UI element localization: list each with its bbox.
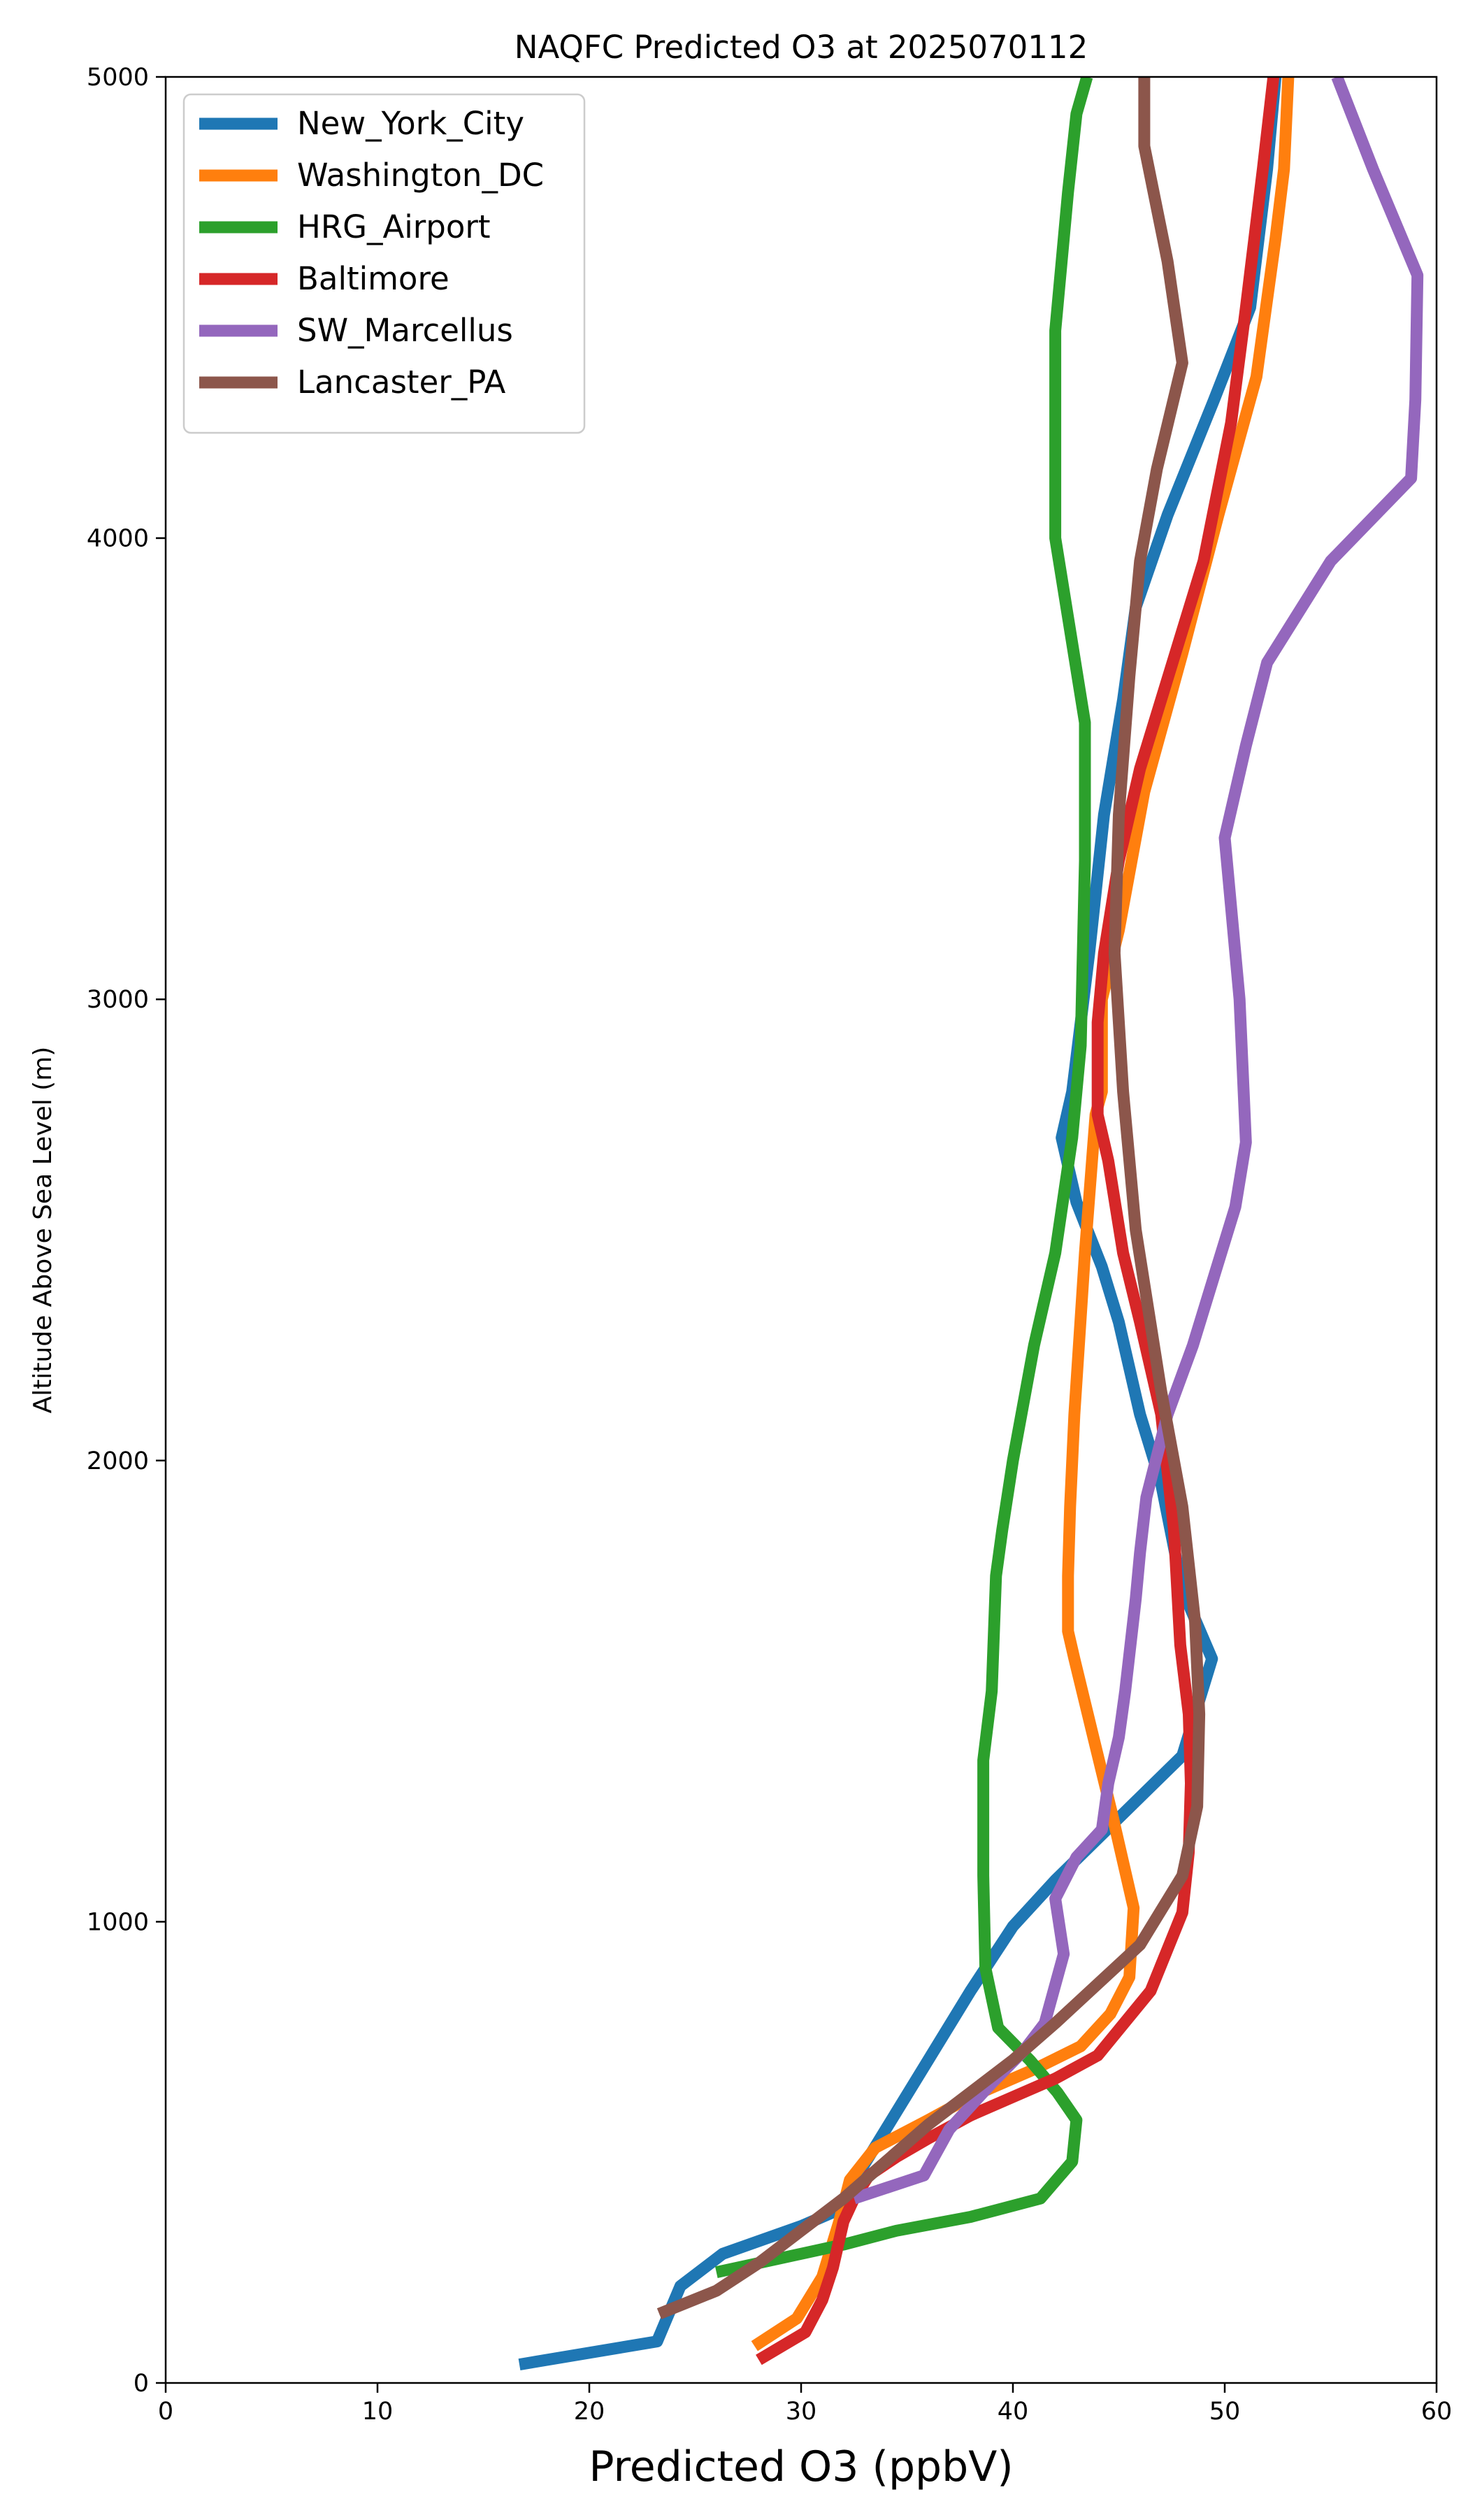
axes-layer: 0 10 20 30 40 50 60 0 1000 2000 3000 4000 5000 NAQFC … bbox=[29, 29, 1452, 2491]
x-axis-label: Predicted O3 (ppbV) bbox=[589, 2442, 1013, 2491]
y-tick-label: 0 bbox=[134, 2370, 149, 2398]
x-tick-label: 60 bbox=[1421, 2398, 1453, 2426]
x-tick-label: 30 bbox=[786, 2398, 817, 2426]
legend-box bbox=[182, 93, 586, 434]
y-tick-label: 1000 bbox=[87, 1908, 149, 1936]
legend-label-sw-marcellus: SW_Marcellus bbox=[297, 312, 513, 349]
series-layer bbox=[518, 77, 1424, 2370]
x-tick-label: 0 bbox=[158, 2398, 173, 2426]
y-tick-label: 2000 bbox=[87, 1447, 149, 1475]
series-line-washington-dc bbox=[751, 77, 1295, 2351]
legend-label-baltimore: Baltimore bbox=[297, 260, 449, 297]
x-tick-label: 40 bbox=[998, 2398, 1029, 2426]
legend-label-washington-dc: Washington_DC bbox=[297, 157, 544, 194]
series-line-hrg-airport bbox=[714, 77, 1093, 2279]
y-tick-label: 5000 bbox=[87, 64, 149, 92]
legend-label-lancaster-pa: Lancaster_PA bbox=[297, 364, 506, 401]
x-tick-label: 20 bbox=[574, 2398, 605, 2426]
legend: New_York_City Washington_DC HRG_Airport Bal… bbox=[182, 93, 586, 434]
x-tick-label: 50 bbox=[1209, 2398, 1241, 2426]
chart-title: NAQFC Predicted O3 at 2025070112 bbox=[514, 29, 1088, 66]
series-line-lancaster-pa bbox=[656, 77, 1206, 2319]
x-tick-label: 10 bbox=[362, 2398, 394, 2426]
y-tick-label: 3000 bbox=[87, 986, 149, 1014]
y-axis-label: Altitude Above Sea Level (m) bbox=[29, 1047, 57, 1414]
legend-label-new-york-city: New_York_City bbox=[297, 105, 524, 142]
y-tick-label: 4000 bbox=[87, 525, 149, 553]
legend-label-hrg-airport: HRG_Airport bbox=[297, 208, 491, 245]
